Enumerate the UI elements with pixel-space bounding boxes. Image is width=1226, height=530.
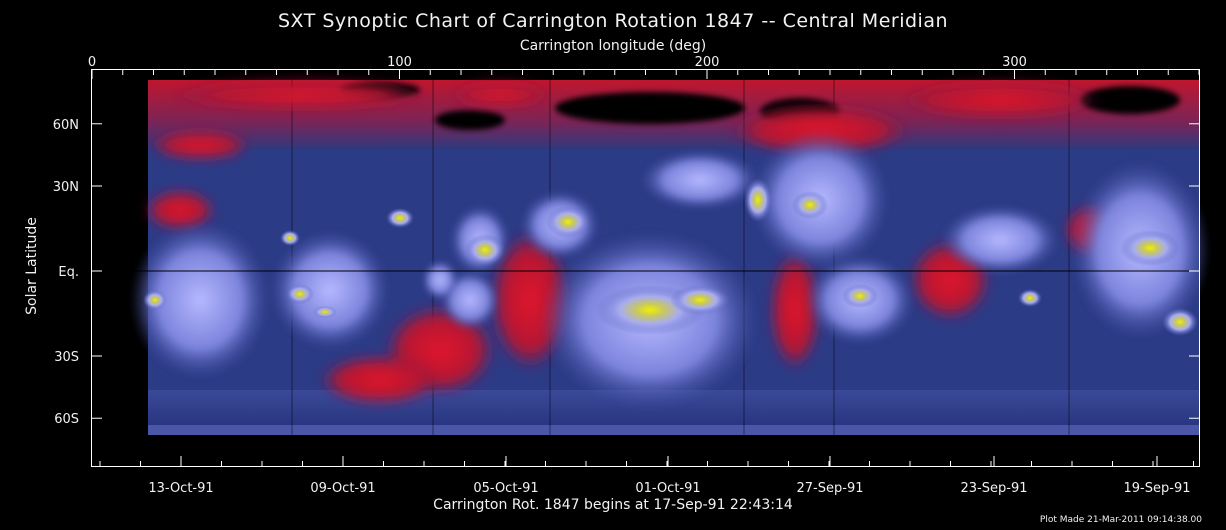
plot-frame bbox=[91, 69, 1200, 467]
map-image bbox=[130, 80, 1210, 435]
lat-tick-label: 60N bbox=[53, 118, 79, 133]
top-tick-label: 300 bbox=[1002, 55, 1027, 70]
top-tick-label: 100 bbox=[387, 55, 412, 70]
bottom-caption: Carrington Rot. 1847 begins at 17-Sep-91… bbox=[433, 497, 793, 513]
top-axis-label: Carrington longitude (deg) bbox=[519, 38, 707, 54]
axes: 0 100 200 300 60N 30N Eq. 30S 60S 13-Oct-91 09-Oct… bbox=[53, 55, 1200, 496]
lat-tick-label: 30S bbox=[54, 350, 79, 365]
date-tick-label: 19-Sep-91 bbox=[1124, 481, 1191, 496]
date-tick-label: 05-Oct-91 bbox=[473, 481, 538, 496]
date-tick-label: 09-Oct-91 bbox=[310, 481, 375, 496]
top-tick-label: 0 bbox=[88, 55, 96, 70]
date-tick-label: 13-Oct-91 bbox=[148, 481, 213, 496]
date-tick-label: 27-Sep-91 bbox=[797, 481, 864, 496]
lat-tick-label: 30N bbox=[53, 180, 79, 195]
chart-title: SXT Synoptic Chart of Carrington Rotatio… bbox=[277, 10, 949, 32]
lat-tick-label: 60S bbox=[54, 412, 79, 427]
date-tick-label: 23-Sep-91 bbox=[961, 481, 1028, 496]
date-tick-label: 01-Oct-91 bbox=[635, 481, 700, 496]
top-tick-label: 200 bbox=[695, 55, 720, 70]
lat-tick-label: Eq. bbox=[58, 265, 79, 280]
plot-made-stamp: Plot Made 21-Mar-2011 09:14:38.00 bbox=[1039, 515, 1202, 525]
